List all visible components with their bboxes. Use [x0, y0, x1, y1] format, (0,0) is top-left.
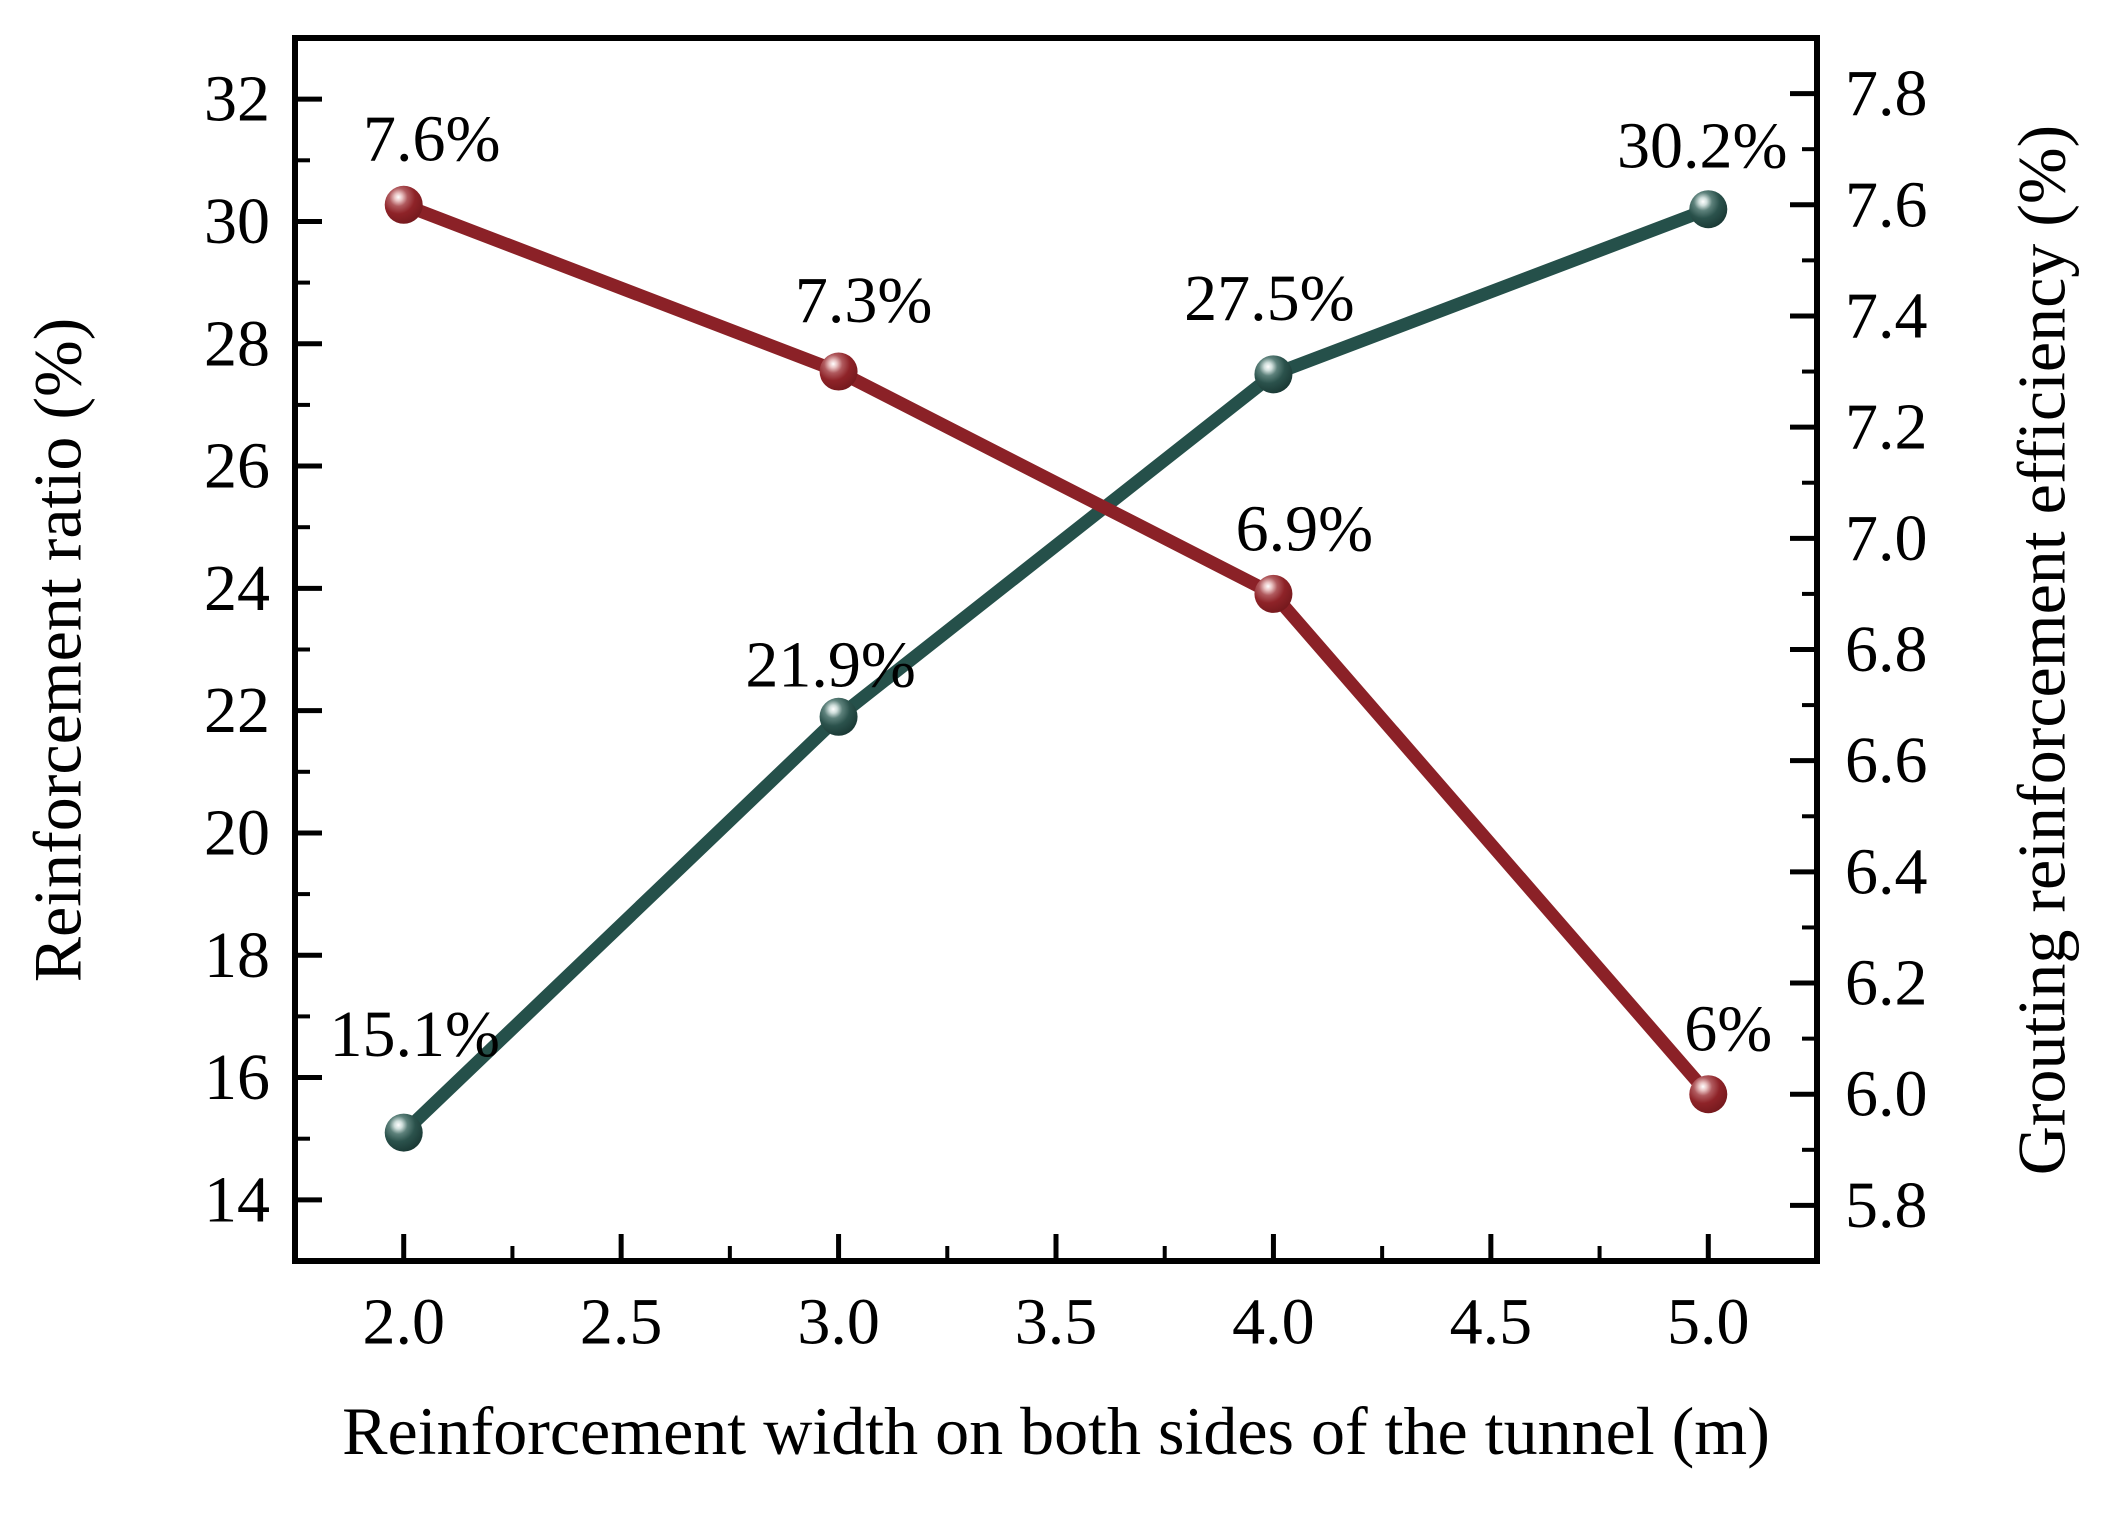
right-axis-tick-label: 6.4	[1845, 835, 1928, 908]
data-point-label: 7.3%	[795, 264, 932, 337]
left-axis-tick-label: 16	[204, 1041, 270, 1114]
left-axis-tick-label: 30	[204, 185, 270, 258]
left-axis-tick-label: 20	[204, 796, 270, 869]
data-point-marker	[819, 352, 858, 391]
right-axis-tick-label: 6.8	[1845, 613, 1928, 686]
data-point-label: 15.1%	[329, 998, 499, 1071]
data-point-label: 27.5%	[1184, 262, 1354, 335]
left-axis-tick-label: 24	[204, 552, 270, 625]
x-axis-tick-label: 3.5	[1015, 1286, 1098, 1359]
right-axis-tick-label: 6.2	[1845, 947, 1928, 1020]
data-point-marker	[1254, 574, 1293, 613]
left-axis-tick-label: 26	[204, 430, 270, 503]
x-axis-tick-label: 4.5	[1450, 1286, 1533, 1359]
data-point-marker	[819, 697, 858, 736]
data-point-label: 21.9%	[745, 628, 915, 701]
right-axis-tick-label: 6.6	[1845, 724, 1928, 797]
data-point-label: 30.2%	[1617, 110, 1787, 183]
data-point-marker	[1689, 190, 1728, 229]
plot-frame	[292, 35, 1820, 1264]
data-point-marker	[1254, 355, 1293, 394]
data-point-label: 6.9%	[1236, 492, 1373, 565]
x-axis-title: Reinforcement width on both sides of the…	[342, 1393, 1770, 1469]
series-line-reinforcement-ratio	[397, 202, 1715, 1140]
right-axis-tick-label: 5.8	[1845, 1169, 1928, 1242]
left-axis-tick-label: 14	[204, 1163, 270, 1236]
left-axis-tick-label: 18	[204, 919, 270, 992]
series-line-grouting-efficiency	[397, 198, 1715, 1101]
x-axis-tick-label: 2.5	[580, 1286, 663, 1359]
right-axis-tick-label: 7.4	[1845, 279, 1928, 352]
x-axis-tick-label: 2.0	[362, 1286, 445, 1359]
left-axis-title: Reinforcement ratio (%)	[19, 317, 96, 983]
right-axis-tick-label: 7.2	[1845, 391, 1928, 464]
data-point-marker	[1689, 1075, 1728, 1114]
left-axis-tick-label: 22	[204, 674, 270, 747]
data-point-label: 6%	[1684, 993, 1772, 1066]
data-point-marker	[384, 185, 423, 224]
left-axis-tick-label: 32	[204, 63, 270, 136]
right-axis-title: Grouting reinforcement efficiency (%)	[2003, 124, 2080, 1176]
x-axis-tick-label: 5.0	[1667, 1286, 1750, 1359]
right-axis-tick-label: 7.6	[1845, 168, 1928, 241]
data-point-label: 7.6%	[363, 102, 500, 175]
x-axis-tick-label: 3.0	[797, 1286, 880, 1359]
right-axis-tick-label: 7.8	[1845, 57, 1928, 130]
right-axis-tick-label: 7.0	[1845, 502, 1928, 575]
data-point-marker	[384, 1113, 423, 1152]
left-axis-tick-label: 28	[204, 307, 270, 380]
right-axis-tick-label: 6.0	[1845, 1058, 1928, 1131]
x-axis-tick-label: 4.0	[1232, 1286, 1315, 1359]
